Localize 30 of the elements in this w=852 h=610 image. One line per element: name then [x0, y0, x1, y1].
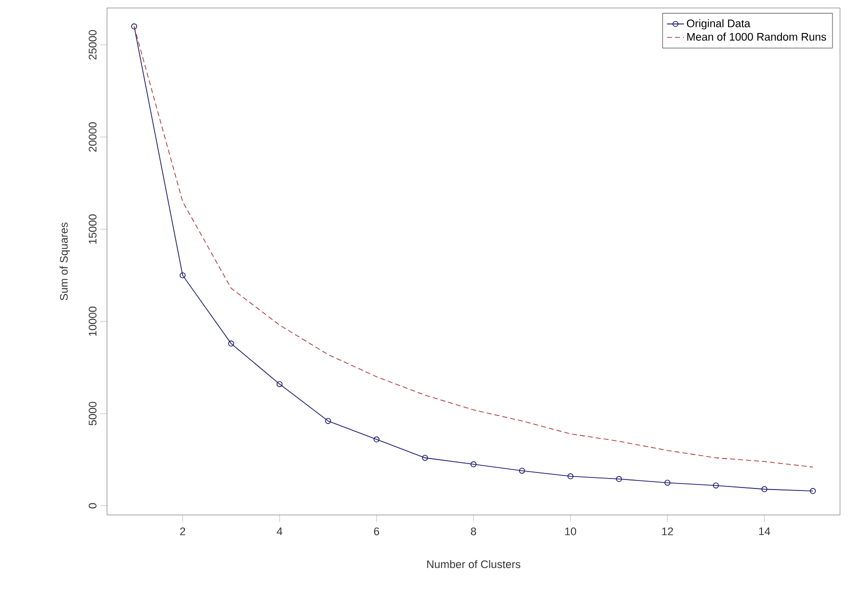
y-tick-label: 15000	[88, 214, 96, 244]
point	[567, 473, 574, 480]
y-tick-label: 0	[88, 503, 96, 508]
legend-label: Original Data	[686, 19, 750, 30]
point	[616, 476, 622, 482]
y-tick-label: 25000	[88, 30, 96, 60]
legend-label: Mean of 1000 Random Runs	[687, 32, 826, 41]
x-tick-label: 6	[374, 528, 380, 536]
point	[712, 482, 719, 488]
x-tick-label: 12	[662, 528, 673, 536]
point	[276, 381, 283, 388]
x-tick-label: 4	[276, 528, 282, 536]
point	[180, 272, 186, 278]
y-tick-label: 5000	[88, 402, 96, 426]
point	[325, 418, 332, 424]
x-tick-label: 14	[759, 528, 770, 536]
x-tick-label: 8	[470, 528, 476, 536]
x-axis-title: Number of Clusters	[427, 560, 520, 568]
point	[374, 436, 380, 442]
point	[664, 480, 670, 486]
y-tick-label: 20000	[88, 122, 96, 152]
point	[519, 468, 525, 474]
y-tick-label: 10000	[88, 306, 96, 336]
point	[228, 340, 234, 347]
point	[422, 454, 428, 461]
y-axis-title: Sum of Squares	[60, 222, 70, 300]
point	[470, 461, 476, 468]
point	[761, 486, 768, 492]
x-tick-label: 10	[565, 528, 576, 536]
x-tick-label: 2	[180, 528, 186, 536]
